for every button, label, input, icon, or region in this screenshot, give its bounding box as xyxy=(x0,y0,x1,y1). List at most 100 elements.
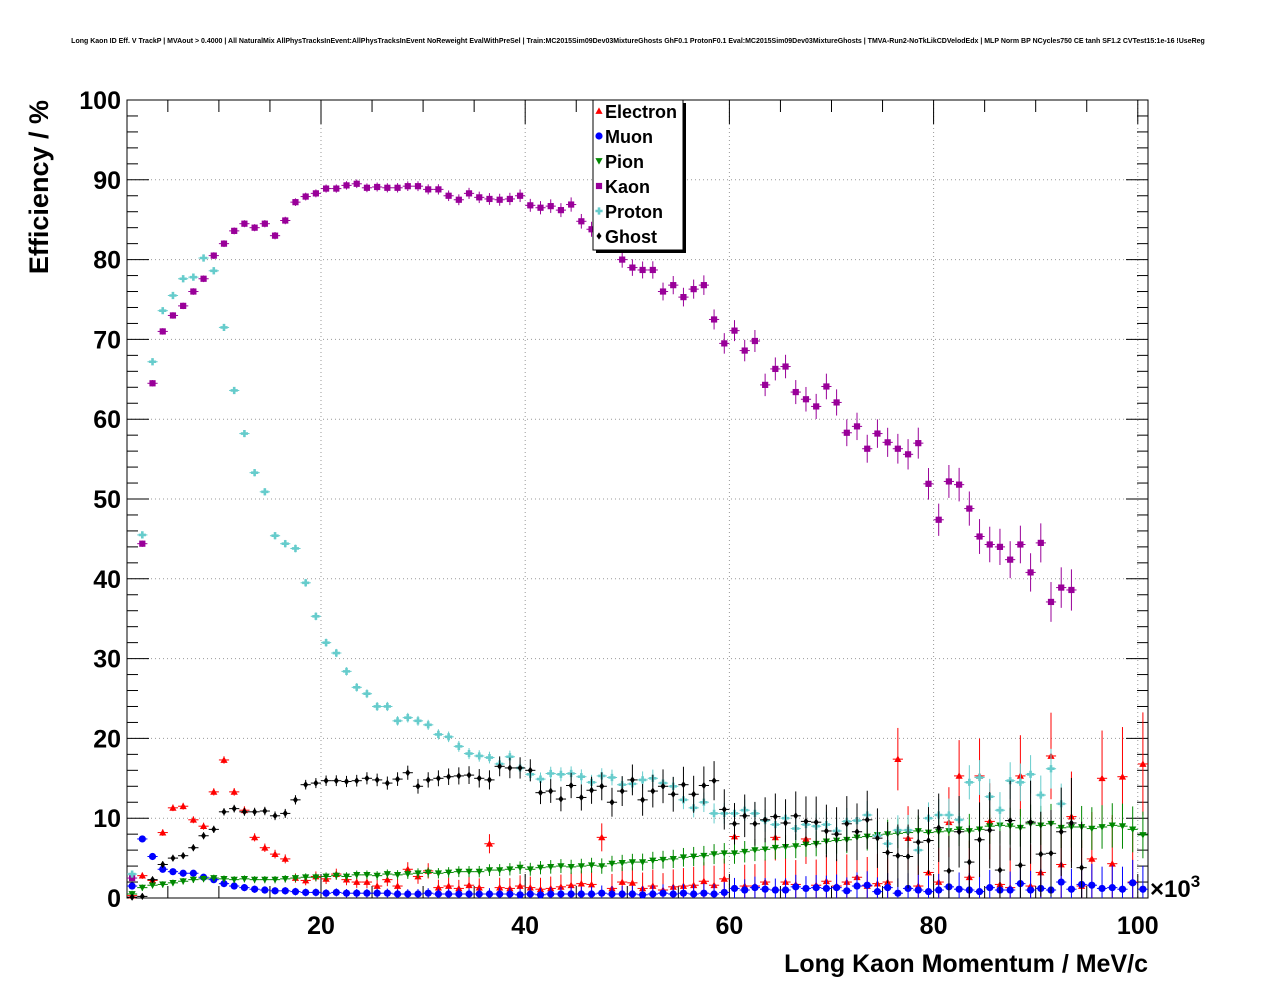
data-point xyxy=(608,773,616,782)
data-point xyxy=(1118,885,1127,893)
data-point xyxy=(680,294,687,301)
data-point xyxy=(261,876,269,884)
data-point xyxy=(302,888,310,897)
data-point xyxy=(577,890,585,898)
data-point xyxy=(577,863,585,870)
data-point xyxy=(536,891,545,899)
data-point xyxy=(189,876,197,884)
data-point xyxy=(690,286,697,293)
x-axis-multiplier-exponent: 3 xyxy=(1191,872,1200,891)
data-point xyxy=(445,890,453,898)
data-point xyxy=(496,890,504,898)
data-point xyxy=(955,885,963,893)
data-point xyxy=(527,202,534,209)
data-point xyxy=(772,365,779,373)
series-muon xyxy=(127,835,1148,899)
x-axis-multiplier-base: ×10 xyxy=(1150,876,1191,903)
data-point xyxy=(393,882,402,889)
data-point xyxy=(915,838,921,846)
data-point xyxy=(434,870,443,877)
data-point xyxy=(996,806,1004,814)
data-point xyxy=(190,844,196,852)
data-point xyxy=(251,876,259,884)
data-point xyxy=(240,884,249,892)
data-point xyxy=(629,264,636,271)
data-point xyxy=(976,533,983,540)
data-point xyxy=(659,889,667,897)
data-point xyxy=(303,781,309,789)
data-point xyxy=(945,478,953,485)
data-point xyxy=(884,439,891,446)
data-point xyxy=(1108,860,1116,867)
data-point xyxy=(169,804,177,811)
data-point xyxy=(721,340,728,347)
data-point xyxy=(905,852,911,861)
data-point xyxy=(1139,760,1147,767)
x-axis-title: Long Kaon Momentum / MeV/c xyxy=(784,950,1148,978)
data-point xyxy=(781,844,790,851)
data-point xyxy=(1098,824,1106,831)
data-point xyxy=(1088,881,1096,889)
data-point xyxy=(414,717,422,725)
data-point xyxy=(435,774,441,782)
data-point xyxy=(180,302,187,309)
data-point xyxy=(650,787,656,795)
data-point xyxy=(966,858,972,866)
data-point xyxy=(996,543,1004,550)
data-point xyxy=(751,337,759,345)
x-axis-multiplier: ×103 xyxy=(1150,872,1200,903)
data-point xyxy=(241,220,248,227)
data-point xyxy=(261,886,269,894)
data-point xyxy=(373,702,381,711)
data-point xyxy=(822,884,830,893)
data-point xyxy=(986,541,993,548)
data-point xyxy=(659,856,667,864)
data-point xyxy=(404,890,412,898)
data-point xyxy=(393,871,402,879)
data-point xyxy=(578,793,584,802)
data-point xyxy=(537,789,544,797)
data-point xyxy=(159,307,167,315)
data-point xyxy=(1139,832,1147,839)
data-point xyxy=(558,795,564,803)
data-point xyxy=(1017,541,1024,548)
data-point xyxy=(700,889,708,897)
data-point xyxy=(160,860,166,869)
x-tick-label: 20 xyxy=(307,912,335,940)
data-point xyxy=(783,819,789,827)
data-point xyxy=(353,871,361,879)
data-point xyxy=(302,874,310,881)
legend-entry-electron: Electron xyxy=(595,102,677,122)
data-point xyxy=(557,207,565,214)
data-point xyxy=(669,890,677,898)
data-point xyxy=(414,183,422,190)
data-point xyxy=(506,890,514,898)
legend-marker xyxy=(595,107,603,114)
data-point xyxy=(833,399,840,406)
data-point xyxy=(547,863,555,871)
data-point xyxy=(863,881,871,889)
data-point xyxy=(465,190,473,197)
data-point xyxy=(302,579,310,587)
data-point xyxy=(404,871,412,878)
data-point xyxy=(220,323,228,332)
data-point xyxy=(669,856,677,863)
data-point xyxy=(393,890,402,898)
data-point xyxy=(812,884,820,892)
data-point xyxy=(271,232,279,239)
data-point xyxy=(649,857,657,865)
y-tick-label: 30 xyxy=(93,646,121,674)
data-point xyxy=(394,184,401,191)
data-point xyxy=(230,882,238,890)
chart-title: Long Kaon ID Eff. V TrackP | MVAout > 0.… xyxy=(71,38,1205,45)
data-point xyxy=(200,275,207,282)
data-point xyxy=(404,865,412,873)
data-point xyxy=(138,884,146,892)
data-point xyxy=(782,363,789,370)
data-point xyxy=(975,888,984,896)
data-point xyxy=(557,883,565,890)
data-point xyxy=(475,890,483,898)
data-point xyxy=(691,790,697,798)
data-point xyxy=(516,864,524,872)
data-point xyxy=(138,835,146,843)
